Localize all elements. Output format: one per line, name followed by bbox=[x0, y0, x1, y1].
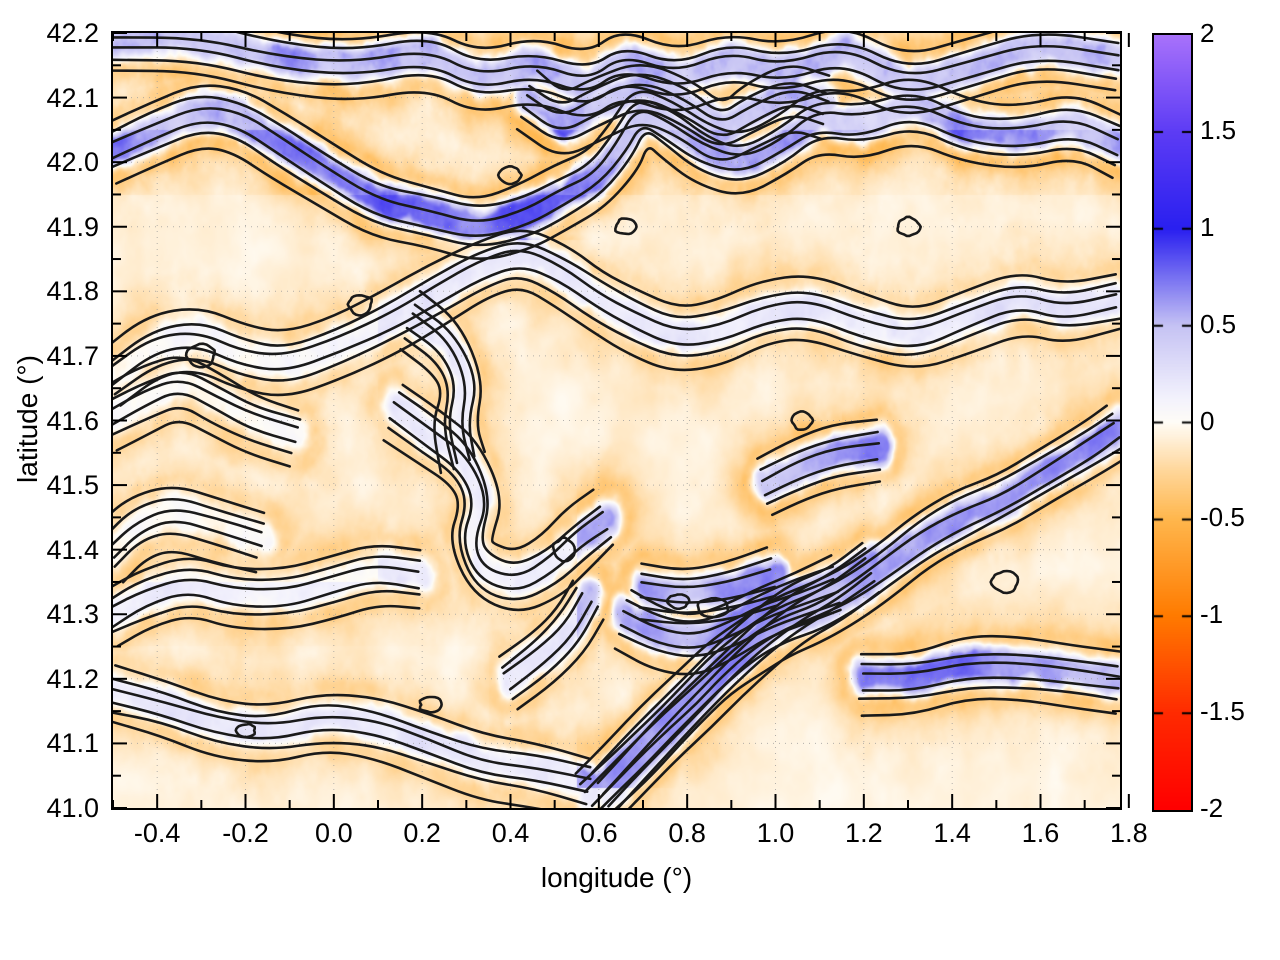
x-tick-label: 0.0 bbox=[315, 818, 353, 848]
y-tick-label: 42.1 bbox=[46, 82, 99, 113]
colorbar-tick-label: -1 bbox=[1200, 599, 1224, 630]
x-tick-label: -0.2 bbox=[222, 818, 269, 848]
colorbar-tick-label: -0.5 bbox=[1200, 502, 1245, 533]
colorbar-tick-label: 1 bbox=[1200, 211, 1215, 242]
y-tick-label: 41.0 bbox=[46, 793, 99, 823]
y-tick-label: 41.5 bbox=[46, 470, 99, 501]
y-tick-label: 41.9 bbox=[46, 211, 99, 242]
x-tick-label: 0.8 bbox=[668, 818, 706, 848]
y-tick-label: 41.7 bbox=[46, 340, 99, 371]
terrain-contour-overlay bbox=[113, 33, 1120, 808]
y-axis-label: latitude (°) bbox=[12, 355, 43, 483]
x-tick-label: 1.2 bbox=[845, 818, 883, 848]
colorbar-tick-label: 1.5 bbox=[1200, 114, 1237, 145]
x-tick-label: -0.4 bbox=[133, 818, 181, 848]
x-tick-label: 0.4 bbox=[491, 818, 530, 848]
x-tick-label: 1.6 bbox=[1021, 818, 1060, 848]
x-tick-label: 1.4 bbox=[933, 818, 971, 848]
x-tick-label: 0.6 bbox=[580, 818, 618, 848]
y-tick-label: 41.4 bbox=[46, 534, 99, 565]
x-axis-label: longitude (°) bbox=[540, 862, 693, 893]
colorbar-tick-label: -1.5 bbox=[1200, 696, 1245, 727]
y-tick-label: 42.2 bbox=[46, 18, 99, 48]
colorbar-tick-label: 0.5 bbox=[1200, 308, 1237, 339]
y-tick-label: 41.6 bbox=[46, 405, 99, 436]
y-tick-label: 41.8 bbox=[46, 276, 99, 307]
x-tick-label: 0.2 bbox=[403, 818, 441, 848]
y-tick-label: 42.0 bbox=[46, 147, 99, 178]
contour-lines bbox=[113, 33, 1120, 808]
x-tick-label: 1.8 bbox=[1110, 818, 1148, 848]
y-tick-label: 41.1 bbox=[46, 728, 99, 759]
y-tick-label: 41.2 bbox=[46, 663, 99, 694]
y-tick-label: 41.3 bbox=[46, 599, 99, 630]
colorbar-gradient bbox=[1152, 33, 1193, 812]
x-tick-label: 1.0 bbox=[756, 818, 795, 848]
colorbar-tick-label: -2 bbox=[1200, 793, 1224, 823]
colorbar-tick-label: 0 bbox=[1200, 405, 1215, 436]
colorbar-tick-label: 2 bbox=[1200, 18, 1215, 48]
